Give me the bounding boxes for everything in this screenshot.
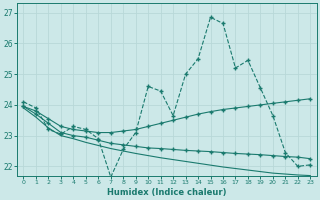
X-axis label: Humidex (Indice chaleur): Humidex (Indice chaleur) xyxy=(107,188,227,197)
